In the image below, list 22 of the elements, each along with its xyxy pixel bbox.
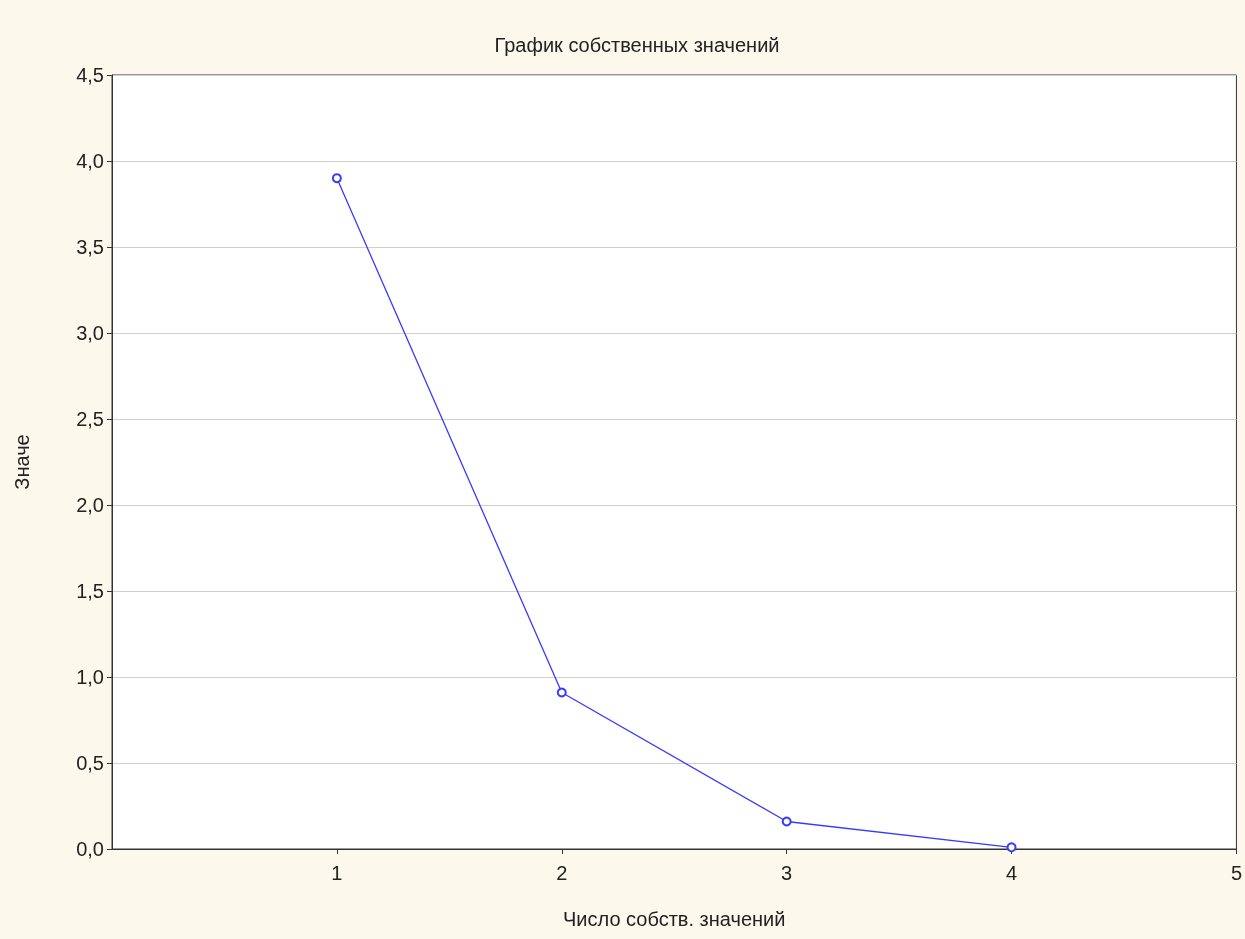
y-tick-label: 2,0 (76, 494, 104, 516)
x-tick-label: 2 (556, 862, 568, 884)
y-tick-label: 1,0 (76, 666, 104, 688)
point (331, 173, 342, 184)
point (1006, 842, 1017, 853)
point (556, 687, 567, 698)
y-tick-label: 3,0 (76, 322, 104, 344)
y-tick-label: 2,5 (76, 408, 104, 430)
point (781, 816, 792, 827)
y-tick-label: 3,5 (76, 236, 104, 258)
y-tick-label: 4,5 (76, 64, 104, 86)
x-tick-label: 1 (331, 862, 343, 884)
y-axis-title: Значе (11, 434, 33, 490)
x-tick-label: 4 (1005, 862, 1018, 884)
chart-title: График собственных значений (494, 34, 780, 56)
y-tick-label: 0,0 (76, 838, 104, 860)
x-axis-title: Число собств. значений (563, 908, 786, 930)
x-tick-label: 5 (1230, 862, 1242, 884)
y-tick-label: 0,5 (76, 752, 104, 774)
y-tick-label: 4,0 (76, 150, 104, 172)
x-tick-label: 3 (781, 862, 793, 884)
y-tick-label: 1,5 (76, 580, 104, 602)
